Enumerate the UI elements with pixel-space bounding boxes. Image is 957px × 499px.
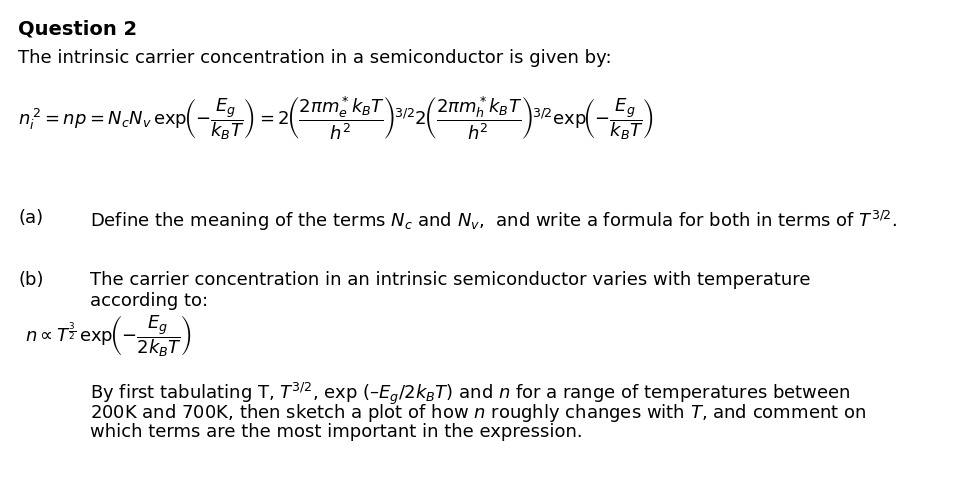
Text: $n_i^{\,2} = np = N_c N_v \,\mathrm{exp}\!\left(-\dfrac{E_g}{k_B T}\right) = 2\!: $n_i^{\,2} = np = N_c N_v \,\mathrm{exp}… — [18, 94, 654, 142]
Text: By first tabulating T, $T^{3/2}$, exp (–$E_g/2k_BT$) and $n$ for a range of temp: By first tabulating T, $T^{3/2}$, exp (–… — [90, 381, 851, 407]
Text: The carrier concentration in an intrinsic semiconductor varies with temperature: The carrier concentration in an intrinsi… — [90, 271, 811, 289]
Text: which terms are the most important in the expression.: which terms are the most important in th… — [90, 423, 583, 441]
Text: according to:: according to: — [90, 292, 208, 310]
Text: Define the meaning of the terms $N_c$ and $N_v$,  and write a formula for both i: Define the meaning of the terms $N_c$ an… — [90, 209, 897, 233]
Text: $n \propto T^{\frac{3}{2}}\,\mathrm{exp}\!\left(-\dfrac{E_g}{2k_B T}\right)$: $n \propto T^{\frac{3}{2}}\,\mathrm{exp}… — [25, 314, 192, 359]
Text: (b): (b) — [18, 271, 43, 289]
Text: Question 2: Question 2 — [18, 19, 137, 38]
Text: The intrinsic carrier concentration in a semiconductor is given by:: The intrinsic carrier concentration in a… — [18, 49, 612, 67]
Text: (a): (a) — [18, 209, 43, 227]
Text: 200K and 700K, then sketch a plot of how $n$ roughly changes with $T$, and comme: 200K and 700K, then sketch a plot of how… — [90, 402, 866, 424]
